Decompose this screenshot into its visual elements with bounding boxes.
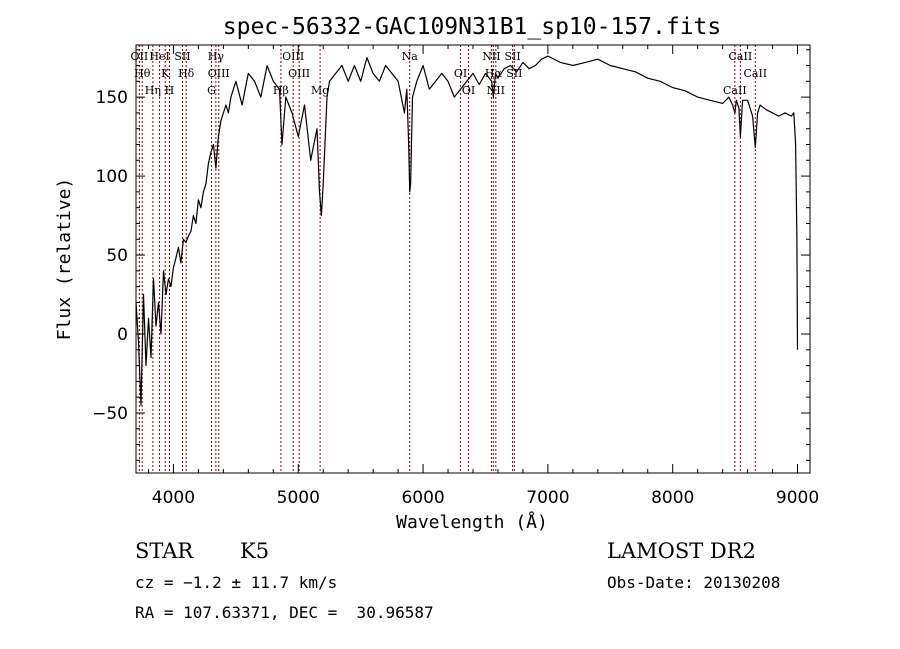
survey-name: LAMOST DR2 — [607, 539, 756, 563]
line-label: OIII — [208, 67, 230, 80]
y-tick-label: 150 — [96, 88, 128, 108]
line-label: NII — [482, 50, 500, 63]
object-class: STAR — [135, 539, 194, 563]
line-label: OI — [454, 67, 467, 80]
line-label: Na — [402, 50, 419, 63]
x-axis-label: Wavelength (Å) — [396, 511, 548, 533]
plot-frame — [135, 44, 811, 474]
x-tick-label: 6000 — [401, 488, 444, 508]
y-axis-label: Flux (relative) — [54, 178, 75, 341]
line-label: CaII — [729, 50, 753, 63]
line-label: SII — [174, 50, 190, 63]
line-label: Hα — [485, 67, 503, 80]
spectrum-line — [135, 55, 799, 406]
line-label: OI — [462, 84, 475, 97]
observation-date: Obs-Date: 20130208 — [607, 573, 781, 592]
x-axis-ticks: 4000 5000 6000 7000 8000 9000 — [147, 45, 819, 508]
x-tick-label: 5000 — [277, 488, 320, 508]
y-tick-label: −50 — [92, 404, 128, 424]
line-labels: OIIHθHηHeIKHSIIHδGHγOIIIHβOIIIOIIIMgNaOI… — [131, 50, 768, 97]
line-label: OIII — [288, 67, 310, 80]
chart-title: spec-56332-GAC109N31B1_sp10-157.fits — [223, 14, 722, 40]
line-label: Hγ — [208, 50, 225, 63]
line-label: CaII — [743, 67, 767, 80]
coordinates: RA = 107.63371, DEC = 30.96587 — [135, 603, 434, 622]
line-label: OIII — [282, 50, 304, 63]
line-label: NII — [487, 84, 505, 97]
line-label: G — [207, 84, 216, 97]
x-tick-label: 4000 — [152, 488, 195, 508]
line-label: Mg — [311, 84, 329, 97]
y-tick-label: 50 — [106, 246, 128, 266]
line-label: H — [165, 84, 175, 97]
line-label: K — [161, 67, 170, 80]
x-tick-label: 7000 — [526, 488, 569, 508]
object-subclass: K5 — [240, 539, 270, 563]
x-tick-label: 8000 — [651, 488, 694, 508]
line-label: Hδ — [178, 67, 195, 80]
line-label: CaII — [723, 84, 747, 97]
line-markers — [138, 45, 756, 473]
line-label: Hη — [145, 84, 161, 97]
line-label: HeI — [149, 50, 169, 63]
line-label: Hβ — [273, 84, 289, 97]
line-label: Hθ — [134, 67, 151, 80]
y-axis-ticks: −50 0 50 100 150 — [92, 49, 810, 461]
y-tick-label: 0 — [117, 325, 128, 345]
redshift-cz: cz = −1.2 ± 11.7 km/s — [135, 573, 338, 592]
line-label: OII — [131, 50, 149, 63]
line-label: SII — [504, 50, 520, 63]
x-tick-label: 9000 — [776, 488, 819, 508]
y-tick-label: 100 — [96, 167, 128, 187]
